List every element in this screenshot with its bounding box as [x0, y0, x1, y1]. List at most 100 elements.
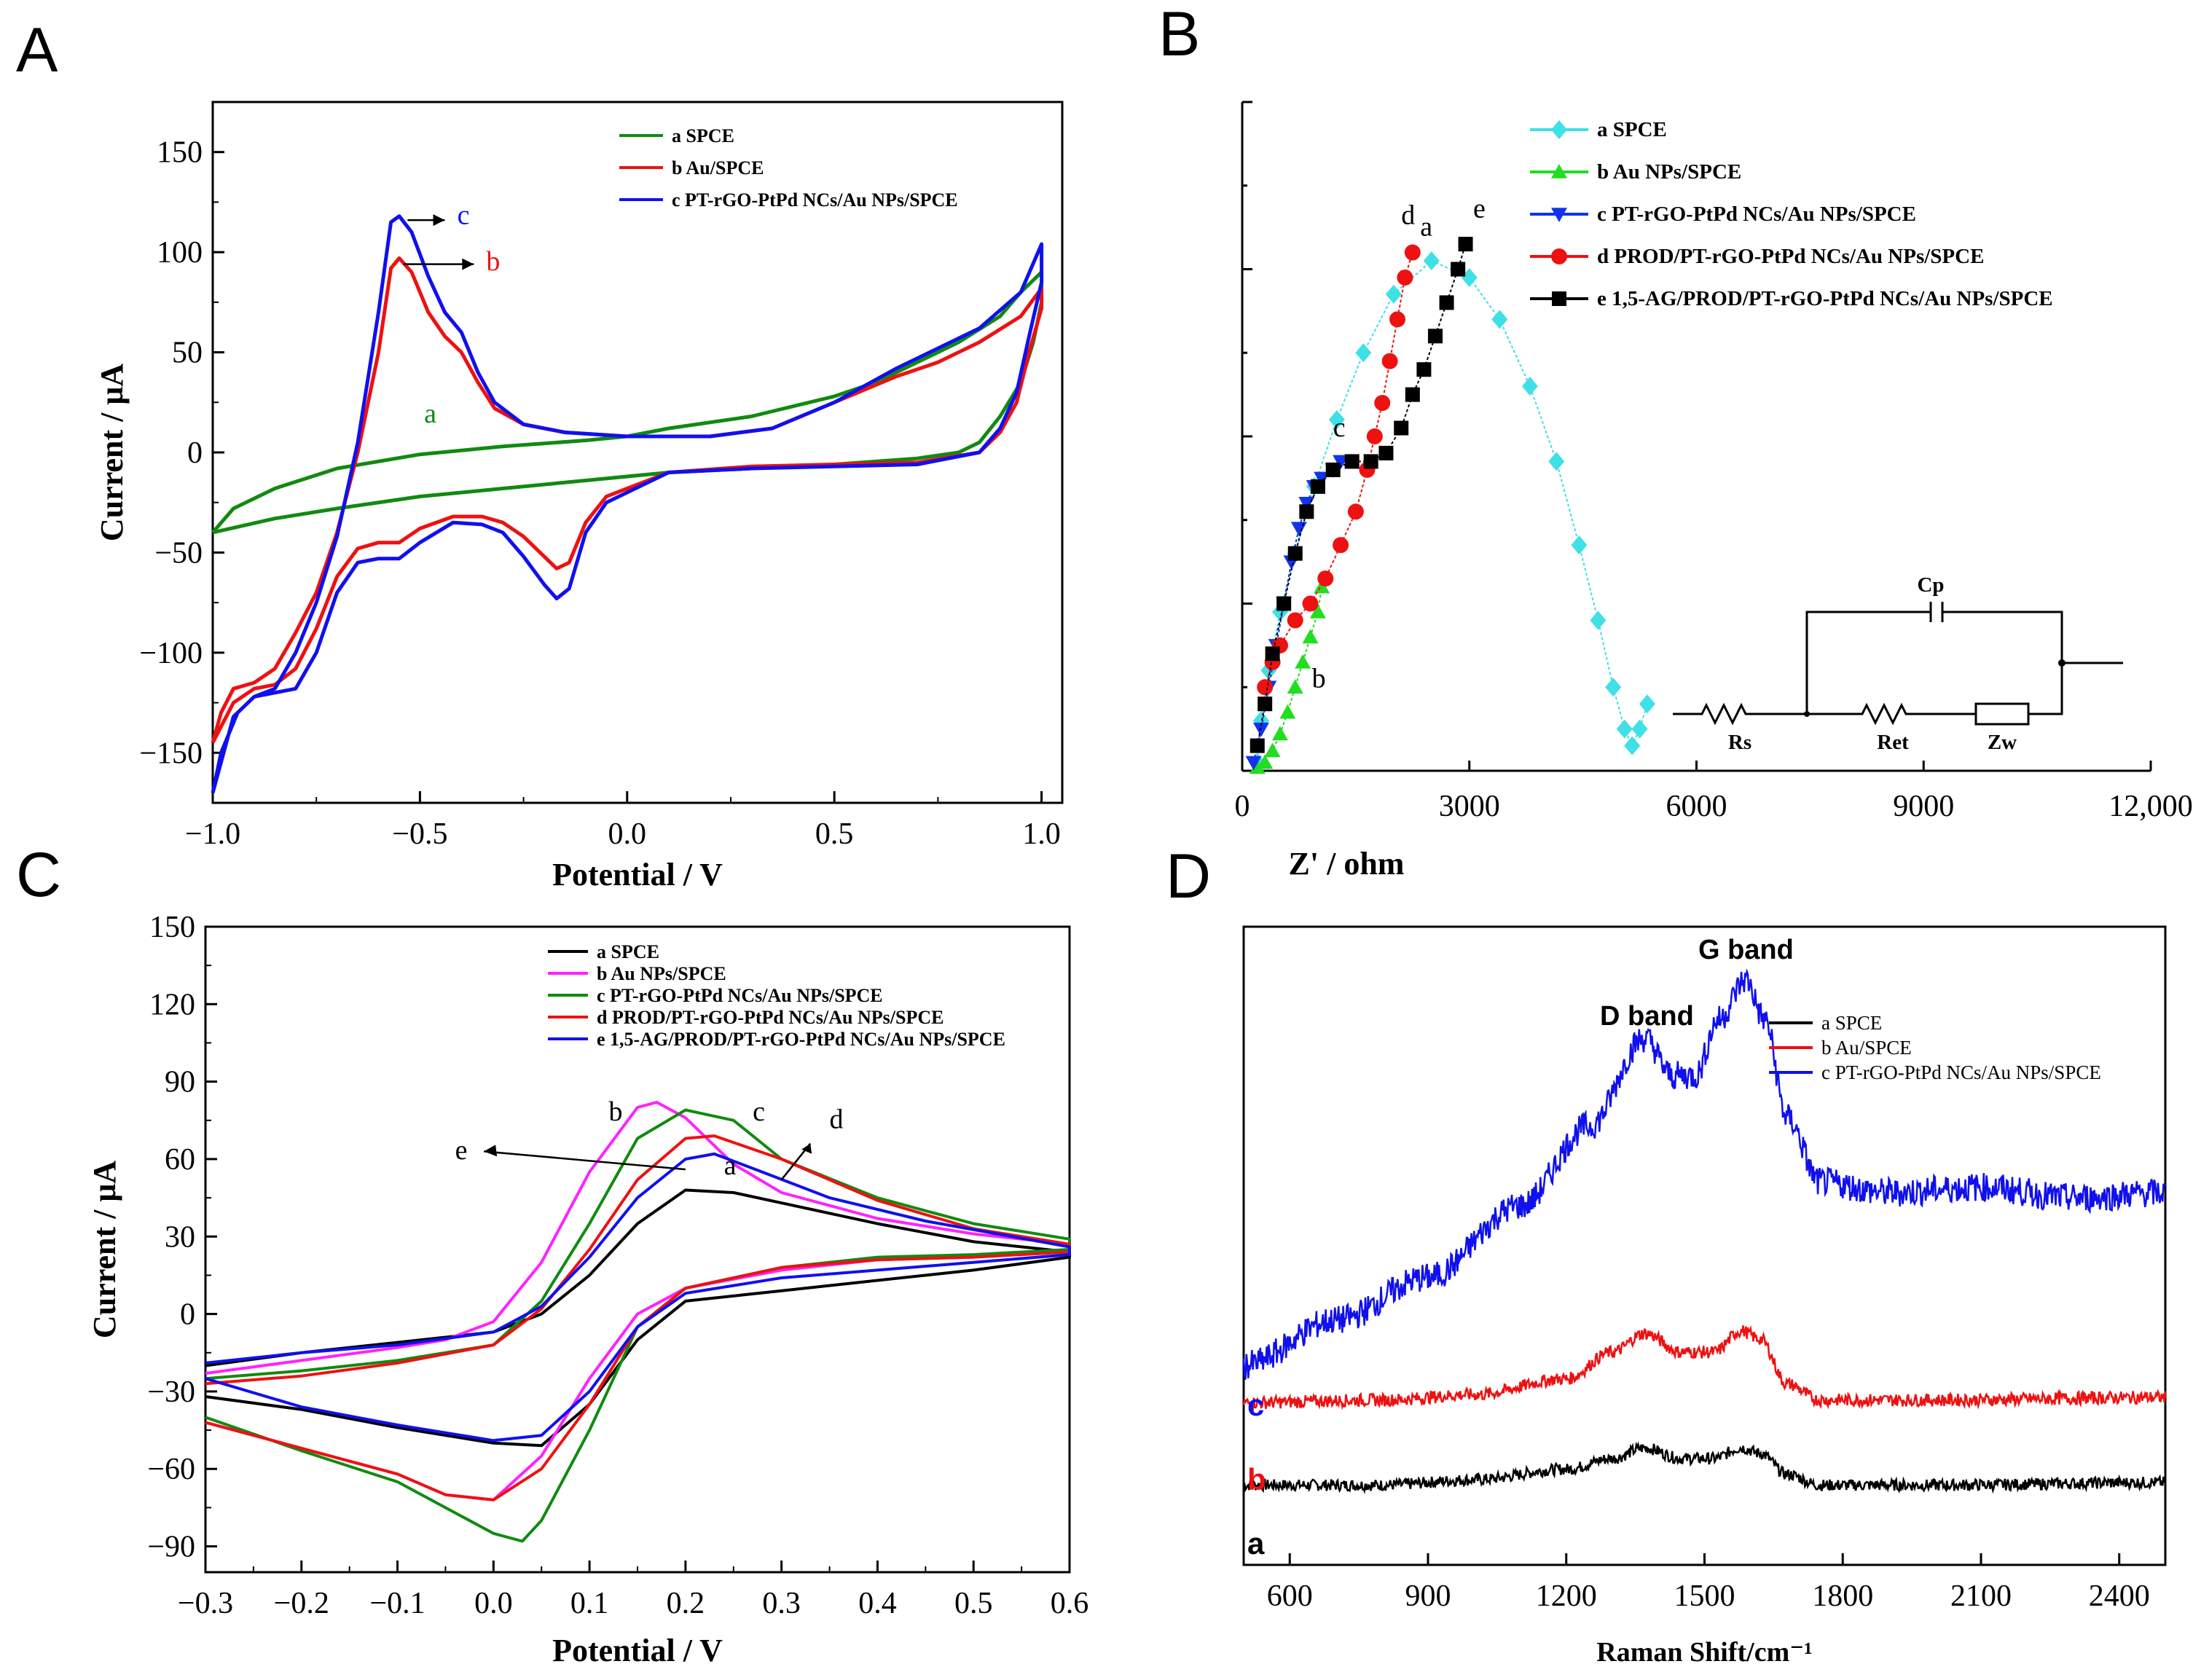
- circuit-wires: [1805, 611, 2123, 715]
- panel-b-point-d: [1389, 311, 1406, 328]
- panel-letter-c: C: [16, 840, 61, 910]
- panel-c-curve-label-a: a: [724, 1150, 737, 1181]
- panel-letter-d: D: [1166, 841, 1211, 911]
- panel-b-x-tick-label: 9000: [1893, 790, 1954, 823]
- panel-d-annotation: D band: [1600, 1001, 1694, 1032]
- panel-a-arrowhead-c: [433, 214, 445, 227]
- panel-b-point-d: [1333, 537, 1349, 554]
- panel-c-curve-label-c: c: [753, 1096, 765, 1127]
- panel-c-arrowhead-e: [484, 1145, 498, 1157]
- panel-d-legend-label: a SPCE: [1821, 1012, 1882, 1034]
- panel-b-x-tick-label: 3000: [1439, 790, 1500, 823]
- panel-b-point-e: [1427, 329, 1443, 344]
- panel-b-legend-marker: [1551, 248, 1567, 264]
- panel-d-side-label-b: b: [1247, 1462, 1266, 1496]
- panel-b-point-b: [1271, 726, 1288, 741]
- panel-b-curve-label-c: c: [1333, 412, 1346, 443]
- panel-d-x-tick-label: 2400: [2089, 1579, 2150, 1613]
- panel-c-arrowhead-d: [801, 1143, 812, 1154]
- panel-c-y-tick-label: 120: [149, 988, 195, 1021]
- panel-a-series-c: [211, 214, 1044, 793]
- panel-b-point-e: [1265, 646, 1280, 662]
- panel-a-y-tick-label: 100: [157, 236, 203, 270]
- panel-b-legend-label: b Au NPs/SPCE: [1597, 160, 1741, 184]
- panel-c-x-tick-label: 0.4: [858, 1587, 897, 1620]
- panel-b-x-tick-label: 0: [1235, 790, 1250, 823]
- panel-letter-a: A: [16, 15, 58, 85]
- panel-b-point-e: [1344, 454, 1360, 469]
- panel-b-legend-marker: [1551, 164, 1567, 178]
- panel-b-curve-label-b: b: [1312, 663, 1326, 694]
- panel-b-point-a: [1590, 611, 1606, 630]
- panel-b-equivalent-circuit: Rs Ret Zw Cp: [1673, 573, 2123, 754]
- panel-a-y-tick-label: 50: [172, 337, 203, 370]
- panel-d-x-tick-label: 1500: [1674, 1579, 1735, 1613]
- panel-c-series-b: [205, 1101, 1071, 1502]
- panel-b-point-d: [1317, 570, 1334, 587]
- panel-b-point-c: [1333, 455, 1349, 470]
- panel-b-point-e: [1258, 696, 1273, 712]
- panel-b-point-d: [1287, 612, 1303, 629]
- panel-b-point-d: [1374, 395, 1391, 412]
- panel-a-x-tick-label: −0.5: [392, 817, 447, 851]
- panel-d-x-tick-label: 600: [1267, 1579, 1313, 1613]
- panel-b-x-axis-title: Z' / ohm: [1289, 846, 1405, 882]
- panel-b-point-c: [1290, 522, 1307, 537]
- panel-b-point-e: [1416, 362, 1432, 377]
- panel-b-point-e: [1394, 420, 1409, 436]
- panel-a-curve-label-b: b: [486, 246, 500, 277]
- panel-c-legend-label: b Au NPs/SPCE: [597, 963, 726, 984]
- panel-b-nyquist-chart: 0 3000 6000 9000 12,000 a b c d e a SPCE b Au NPs/S…: [1235, 101, 2193, 882]
- panel-c-legend-label: e 1,5-AG/PROD/PT-rGO-PtPd NCs/Au NPs/SPC…: [597, 1029, 1005, 1050]
- panel-b-point-e: [1299, 504, 1314, 519]
- panel-c-curve-label-e: e: [455, 1135, 468, 1166]
- panel-c-legend-label: d PROD/PT-rGO-PtPd NCs/Au NPs/SPCE: [597, 1007, 944, 1028]
- panel-c-x-tick-label: 0.6: [1051, 1587, 1089, 1620]
- panel-c-y-tick-label: 0: [180, 1298, 195, 1332]
- panel-d-side-label-c: c: [1247, 1388, 1264, 1422]
- panel-b-point-d: [1381, 353, 1398, 369]
- panel-a-y-tick-label: −100: [139, 637, 203, 670]
- panel-c-legend-label: a SPCE: [597, 941, 659, 962]
- panel-a-y-tick-label: −150: [139, 737, 203, 770]
- panel-a-cv-chart: −1.0 −0.5 0.0 0.5 1.0150100500−50−100−150abc…: [94, 101, 1064, 892]
- panel-b-point-b: [1287, 679, 1303, 694]
- panel-b-point-e: [1378, 445, 1394, 460]
- rs-resistor: [1673, 702, 1807, 726]
- zw-warburg-element: [1974, 702, 2030, 726]
- circuit-node: [1804, 711, 1810, 717]
- panel-b-point-d: [1397, 269, 1413, 286]
- panel-c-x-axis-title: Potential / V: [552, 1633, 723, 1668]
- panel-b-point-e: [1363, 454, 1378, 469]
- panel-b-point-b: [1249, 759, 1266, 774]
- panel-a-y-axis-title: Current / μA: [94, 364, 130, 541]
- panel-c-x-tick-label: 0.3: [762, 1587, 801, 1620]
- panel-b-point-e: [1439, 295, 1454, 310]
- panel-d-x-tick-label: 1200: [1536, 1579, 1597, 1613]
- panel-a-y-tick-label: 0: [187, 436, 203, 470]
- panel-b-point-e: [1310, 479, 1325, 494]
- panel-d-raman-chart: 600 900 1200 1500 1800 2100 2400 c ba D band G ban…: [1242, 925, 2167, 1668]
- panel-b-point-a: [1605, 678, 1622, 697]
- panel-d-series-a: [1243, 1441, 2167, 1494]
- panel-a-x-tick-label: −1.0: [185, 817, 240, 851]
- panel-b-point-d: [1366, 428, 1383, 444]
- panel-b-point-e: [1451, 262, 1466, 277]
- panel-c-y-axis-title: Current / μA: [87, 1161, 122, 1338]
- panel-a-x-tick-label: 0.5: [815, 817, 854, 851]
- panel-b-point-e: [1276, 596, 1292, 611]
- panel-b-legend-label: a SPCE: [1597, 118, 1667, 141]
- panel-c-x-tick-label: 0.0: [474, 1587, 513, 1620]
- panel-b-point-c: [1298, 497, 1315, 511]
- panel-d-side-label-a: a: [1247, 1526, 1265, 1561]
- panel-a-legend-label: b Au/SPCE: [672, 157, 764, 178]
- panel-c-series-d: [205, 1134, 1071, 1502]
- panel-c-y-tick-label: 90: [165, 1066, 195, 1099]
- panel-a-arrowhead-b: [462, 258, 474, 270]
- panel-b-curve-label-a: a: [1420, 212, 1432, 243]
- panel-a-legend-label: c PT-rGO-PtPd NCs/Au NPs/SPCE: [672, 189, 958, 211]
- panel-c-cv-chart: −0.3 −0.2 −0.1 0.0 0.1 0.2 0.3 0.4 0.5 0.6 150 120 9…: [87, 911, 1088, 1668]
- panel-d-x-tick-label: 900: [1405, 1579, 1451, 1613]
- panel-b-point-a: [1631, 719, 1648, 739]
- panel-b-point-b: [1302, 629, 1319, 644]
